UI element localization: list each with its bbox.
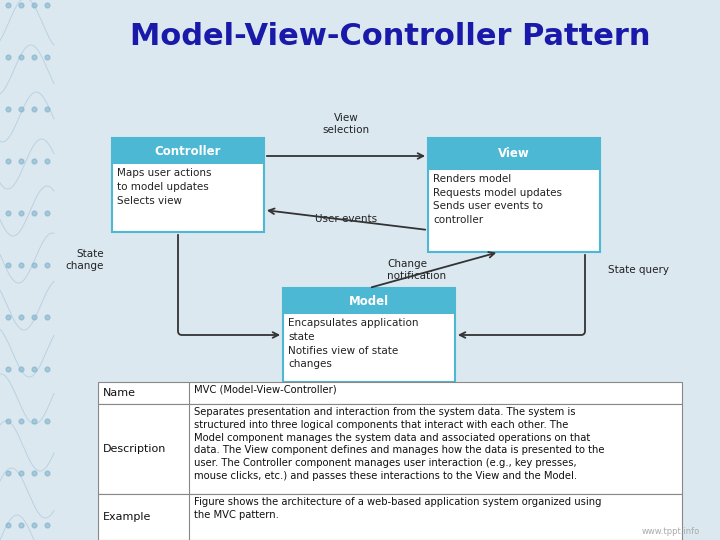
Text: Model: Model bbox=[349, 295, 389, 308]
Text: MVC (Model-View-Controller): MVC (Model-View-Controller) bbox=[194, 385, 336, 395]
Text: State
change: State change bbox=[66, 249, 104, 271]
Text: View: View bbox=[498, 147, 530, 160]
Text: Change
notification: Change notification bbox=[387, 259, 446, 281]
Bar bbox=[283, 288, 455, 314]
Bar bbox=[428, 138, 600, 170]
Text: Name: Name bbox=[103, 388, 136, 398]
Text: User events: User events bbox=[315, 214, 377, 224]
Text: www.tppt.info: www.tppt.info bbox=[642, 527, 700, 536]
Text: Figure shows the architecture of a web-based application system organized using
: Figure shows the architecture of a web-b… bbox=[194, 497, 601, 520]
Text: Controller: Controller bbox=[155, 145, 221, 158]
Bar bbox=[98, 382, 682, 404]
Bar bbox=[112, 138, 264, 164]
Text: Maps user actions
to model updates
Selects view: Maps user actions to model updates Selec… bbox=[117, 168, 212, 206]
Text: Example: Example bbox=[103, 512, 151, 522]
Text: Model-View-Controller Pattern: Model-View-Controller Pattern bbox=[130, 22, 650, 51]
Text: View
selection: View selection bbox=[323, 113, 369, 135]
Text: Renders model
Requests model updates
Sends user events to
controller: Renders model Requests model updates Sen… bbox=[433, 174, 562, 225]
Text: Description: Description bbox=[103, 444, 166, 454]
Bar bbox=[98, 494, 682, 540]
Bar bbox=[98, 404, 682, 494]
Text: State query: State query bbox=[608, 265, 669, 275]
Bar bbox=[428, 138, 600, 252]
Text: Encapsulates application
state
Notifies view of state
changes: Encapsulates application state Notifies … bbox=[288, 318, 418, 369]
Bar bbox=[283, 288, 455, 382]
Text: Separates presentation and interaction from the system data. The system is
struc: Separates presentation and interaction f… bbox=[194, 407, 604, 481]
Bar bbox=[112, 138, 264, 232]
